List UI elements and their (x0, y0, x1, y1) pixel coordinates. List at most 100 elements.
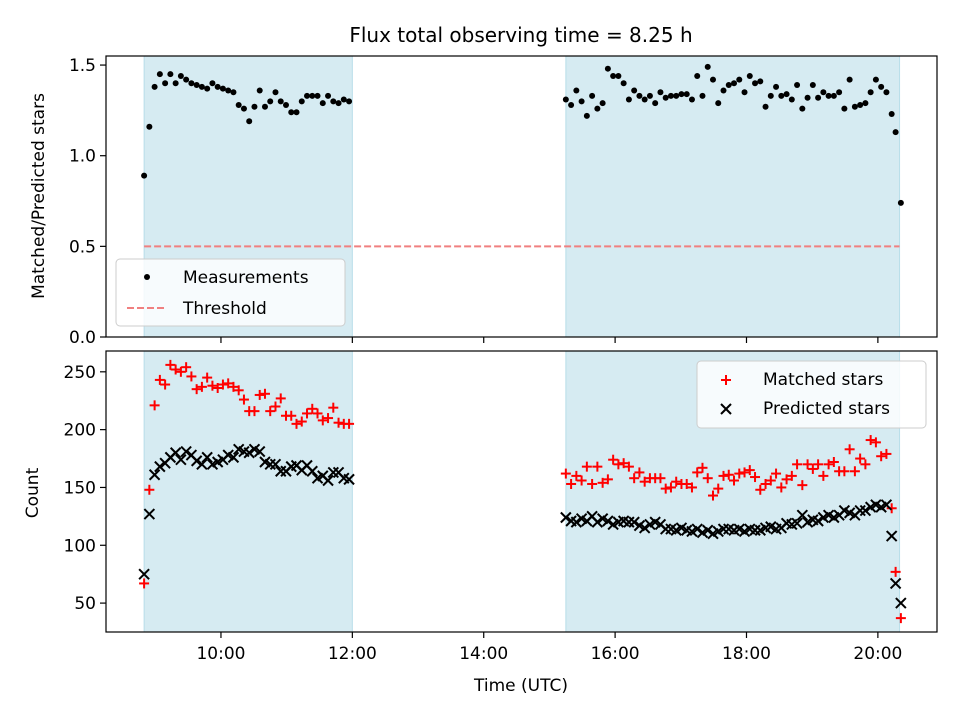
matched-point (660, 483, 671, 494)
measurement-point (857, 101, 864, 108)
predicted-point (190, 455, 203, 467)
top-legend-box (115, 258, 346, 327)
matched-point (344, 418, 355, 429)
predicted-point (859, 504, 872, 517)
measurement-point (757, 78, 764, 85)
matched-point (623, 461, 634, 472)
measurement-point (731, 80, 738, 87)
measurement-point (646, 92, 653, 99)
measurement-point (235, 101, 242, 108)
measurement-point (209, 80, 216, 87)
measurement-point (825, 92, 832, 99)
predicted-point (591, 516, 604, 528)
matched-point (634, 467, 645, 478)
measurement-point (652, 100, 659, 107)
measurement-point (867, 89, 874, 96)
x-tick-label: 14:00 (459, 644, 508, 664)
measurement-point (688, 96, 695, 103)
measurement-point (225, 87, 232, 94)
measurement-point (277, 98, 284, 105)
matched-point (765, 475, 776, 486)
matched-point (202, 372, 213, 383)
matched-point (629, 473, 640, 484)
matched-point (895, 613, 906, 624)
predicted-point (169, 447, 182, 459)
predicted-point (885, 530, 898, 542)
matched-point (328, 402, 339, 413)
measurement-point (841, 105, 848, 112)
matched-point (581, 461, 592, 472)
measurement-point (862, 100, 869, 107)
measurement-point (293, 109, 300, 116)
measurement-point (736, 76, 743, 83)
matched-point (655, 473, 666, 484)
matched-point (781, 474, 792, 485)
bottom-y-axis: 50 100 150 200 250 (64, 363, 106, 614)
measurement-point (725, 82, 732, 89)
matched-point (886, 503, 897, 514)
x-tick-label: 10:00 (196, 644, 245, 664)
legend-predicted-marker (720, 403, 732, 415)
y-tick-label: 0.5 (69, 237, 96, 257)
measurement-point (177, 72, 184, 79)
measurement-point (888, 111, 895, 118)
measurement-point (615, 72, 622, 79)
matched-point (855, 453, 866, 464)
measurement-point (762, 103, 769, 110)
measurement-point (589, 92, 596, 99)
matched-point (286, 410, 297, 421)
matched-point (618, 458, 629, 469)
measurement-point (625, 96, 632, 103)
matched-point (792, 459, 803, 470)
measurement-point (851, 103, 858, 110)
x-axis-label: Time (UTC) (473, 676, 568, 696)
measurement-point (304, 92, 311, 99)
matched-point (602, 474, 613, 485)
predicted-point (201, 451, 213, 464)
measurement-point (788, 96, 795, 103)
matched-point (608, 454, 619, 465)
matched-point (744, 465, 755, 476)
y-tick-label: 100 (64, 536, 96, 556)
measurement-point (778, 92, 785, 99)
measurement-point (573, 87, 580, 94)
matched-point (739, 467, 750, 478)
measurement-point (172, 80, 179, 87)
predicted-point (791, 517, 803, 530)
matched-point (802, 459, 813, 470)
predicted-point (702, 524, 714, 536)
measurement-point (578, 98, 585, 105)
matched-point (307, 403, 318, 414)
matched-point (881, 448, 892, 459)
matched-point (317, 415, 328, 426)
predicted-point (570, 516, 583, 528)
chart-title: Flux total observing time = 8.25 h (349, 23, 692, 47)
matched-point (860, 459, 871, 470)
matched-point (686, 482, 697, 493)
predicted-stars-series (138, 443, 907, 609)
measurement-point (219, 85, 226, 92)
measurement-point (298, 98, 305, 105)
predicted-point (180, 445, 192, 458)
matched-point (181, 362, 192, 373)
matched-point (233, 385, 244, 396)
measurement-point (799, 105, 806, 112)
bottom-legend-box (696, 360, 927, 429)
measurement-point (288, 109, 295, 116)
predicted-point (322, 474, 334, 487)
predicted-point (343, 473, 355, 486)
measurement-point (568, 101, 575, 108)
matched-point (254, 389, 265, 400)
matched-point (890, 566, 901, 577)
predicted-point (306, 465, 318, 477)
matched-point (238, 394, 249, 405)
matched-point (170, 364, 181, 375)
measurement-point (678, 91, 685, 98)
measurement-point (193, 82, 200, 89)
predicted-point (254, 445, 266, 458)
matched-point (750, 472, 761, 483)
top-x-ticks (220, 337, 879, 343)
matched-point (681, 478, 692, 489)
bottom-axes-frame (105, 350, 938, 633)
measurement-point (340, 96, 347, 103)
